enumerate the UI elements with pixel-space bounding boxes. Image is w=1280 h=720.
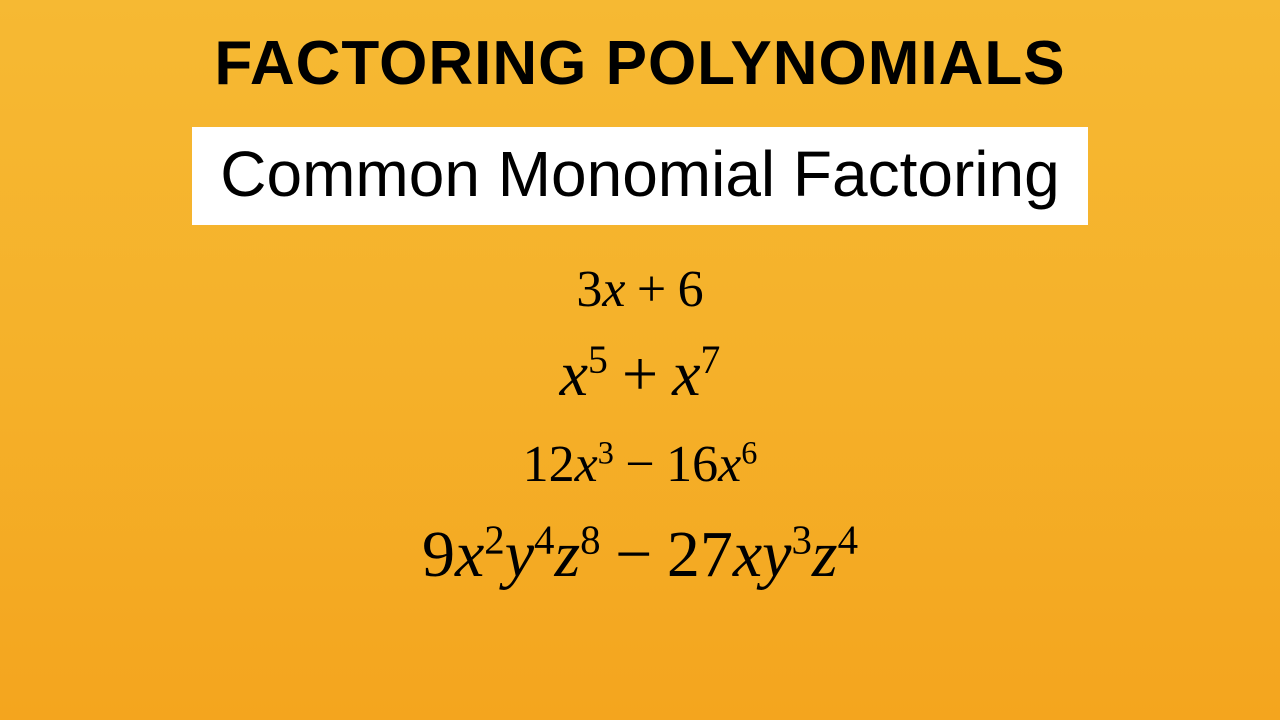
eq4-term2-e2: 3 — [791, 517, 811, 562]
equation-1: 3x+6 — [0, 255, 1280, 325]
eq3-term2-var: x — [718, 436, 741, 493]
eq4-term1-v1: x — [455, 518, 484, 591]
eq3-term2-coef: 16 — [666, 436, 718, 493]
equation-3: 12x3−16x6 — [0, 430, 1280, 500]
eq4-term2-coef: 27 — [667, 518, 733, 591]
eq4-term1-e2: 4 — [534, 517, 554, 562]
eq1-term1-coef: 3 — [576, 261, 602, 318]
eq3-term1-exp: 3 — [598, 434, 614, 470]
eq4-term1-e1: 2 — [484, 517, 504, 562]
equation-list: 3x+6 x5+x7 12x3−16x6 9x2y4z8−27xy3z4 — [0, 255, 1280, 599]
eq4-term2-v3: z — [812, 518, 838, 591]
eq1-term1-var: x — [602, 261, 625, 318]
eq4-operator: − — [601, 518, 667, 591]
eq4-term1-v3: z — [554, 518, 580, 591]
eq4-term2-v2: y — [762, 518, 791, 591]
page-title: FACTORING POLYNOMIALS — [0, 0, 1280, 99]
eq3-term1-var: x — [575, 436, 598, 493]
equation-4: 9x2y4z8−27xy3z4 — [0, 510, 1280, 599]
eq3-operator: − — [614, 436, 666, 493]
eq4-term2-e3: 4 — [838, 517, 858, 562]
eq2-term1-exp: 5 — [588, 338, 608, 382]
eq3-term2-exp: 6 — [741, 434, 757, 470]
subtitle: Common Monomial Factoring — [192, 127, 1087, 225]
eq4-term1-v2: y — [505, 518, 534, 591]
eq4-term1-coef: 9 — [422, 518, 455, 591]
eq2-term2-exp: 7 — [701, 338, 721, 382]
eq2-operator: + — [608, 338, 672, 409]
eq3-term1-coef: 12 — [523, 436, 575, 493]
eq1-term2: 6 — [678, 261, 704, 318]
eq2-term1-var: x — [560, 338, 588, 409]
eq1-operator: + — [625, 261, 677, 318]
equation-2: x5+x7 — [0, 331, 1280, 417]
eq4-term2-v1: x — [733, 518, 762, 591]
eq2-term2-var: x — [672, 338, 700, 409]
eq4-term1-e3: 8 — [580, 517, 600, 562]
